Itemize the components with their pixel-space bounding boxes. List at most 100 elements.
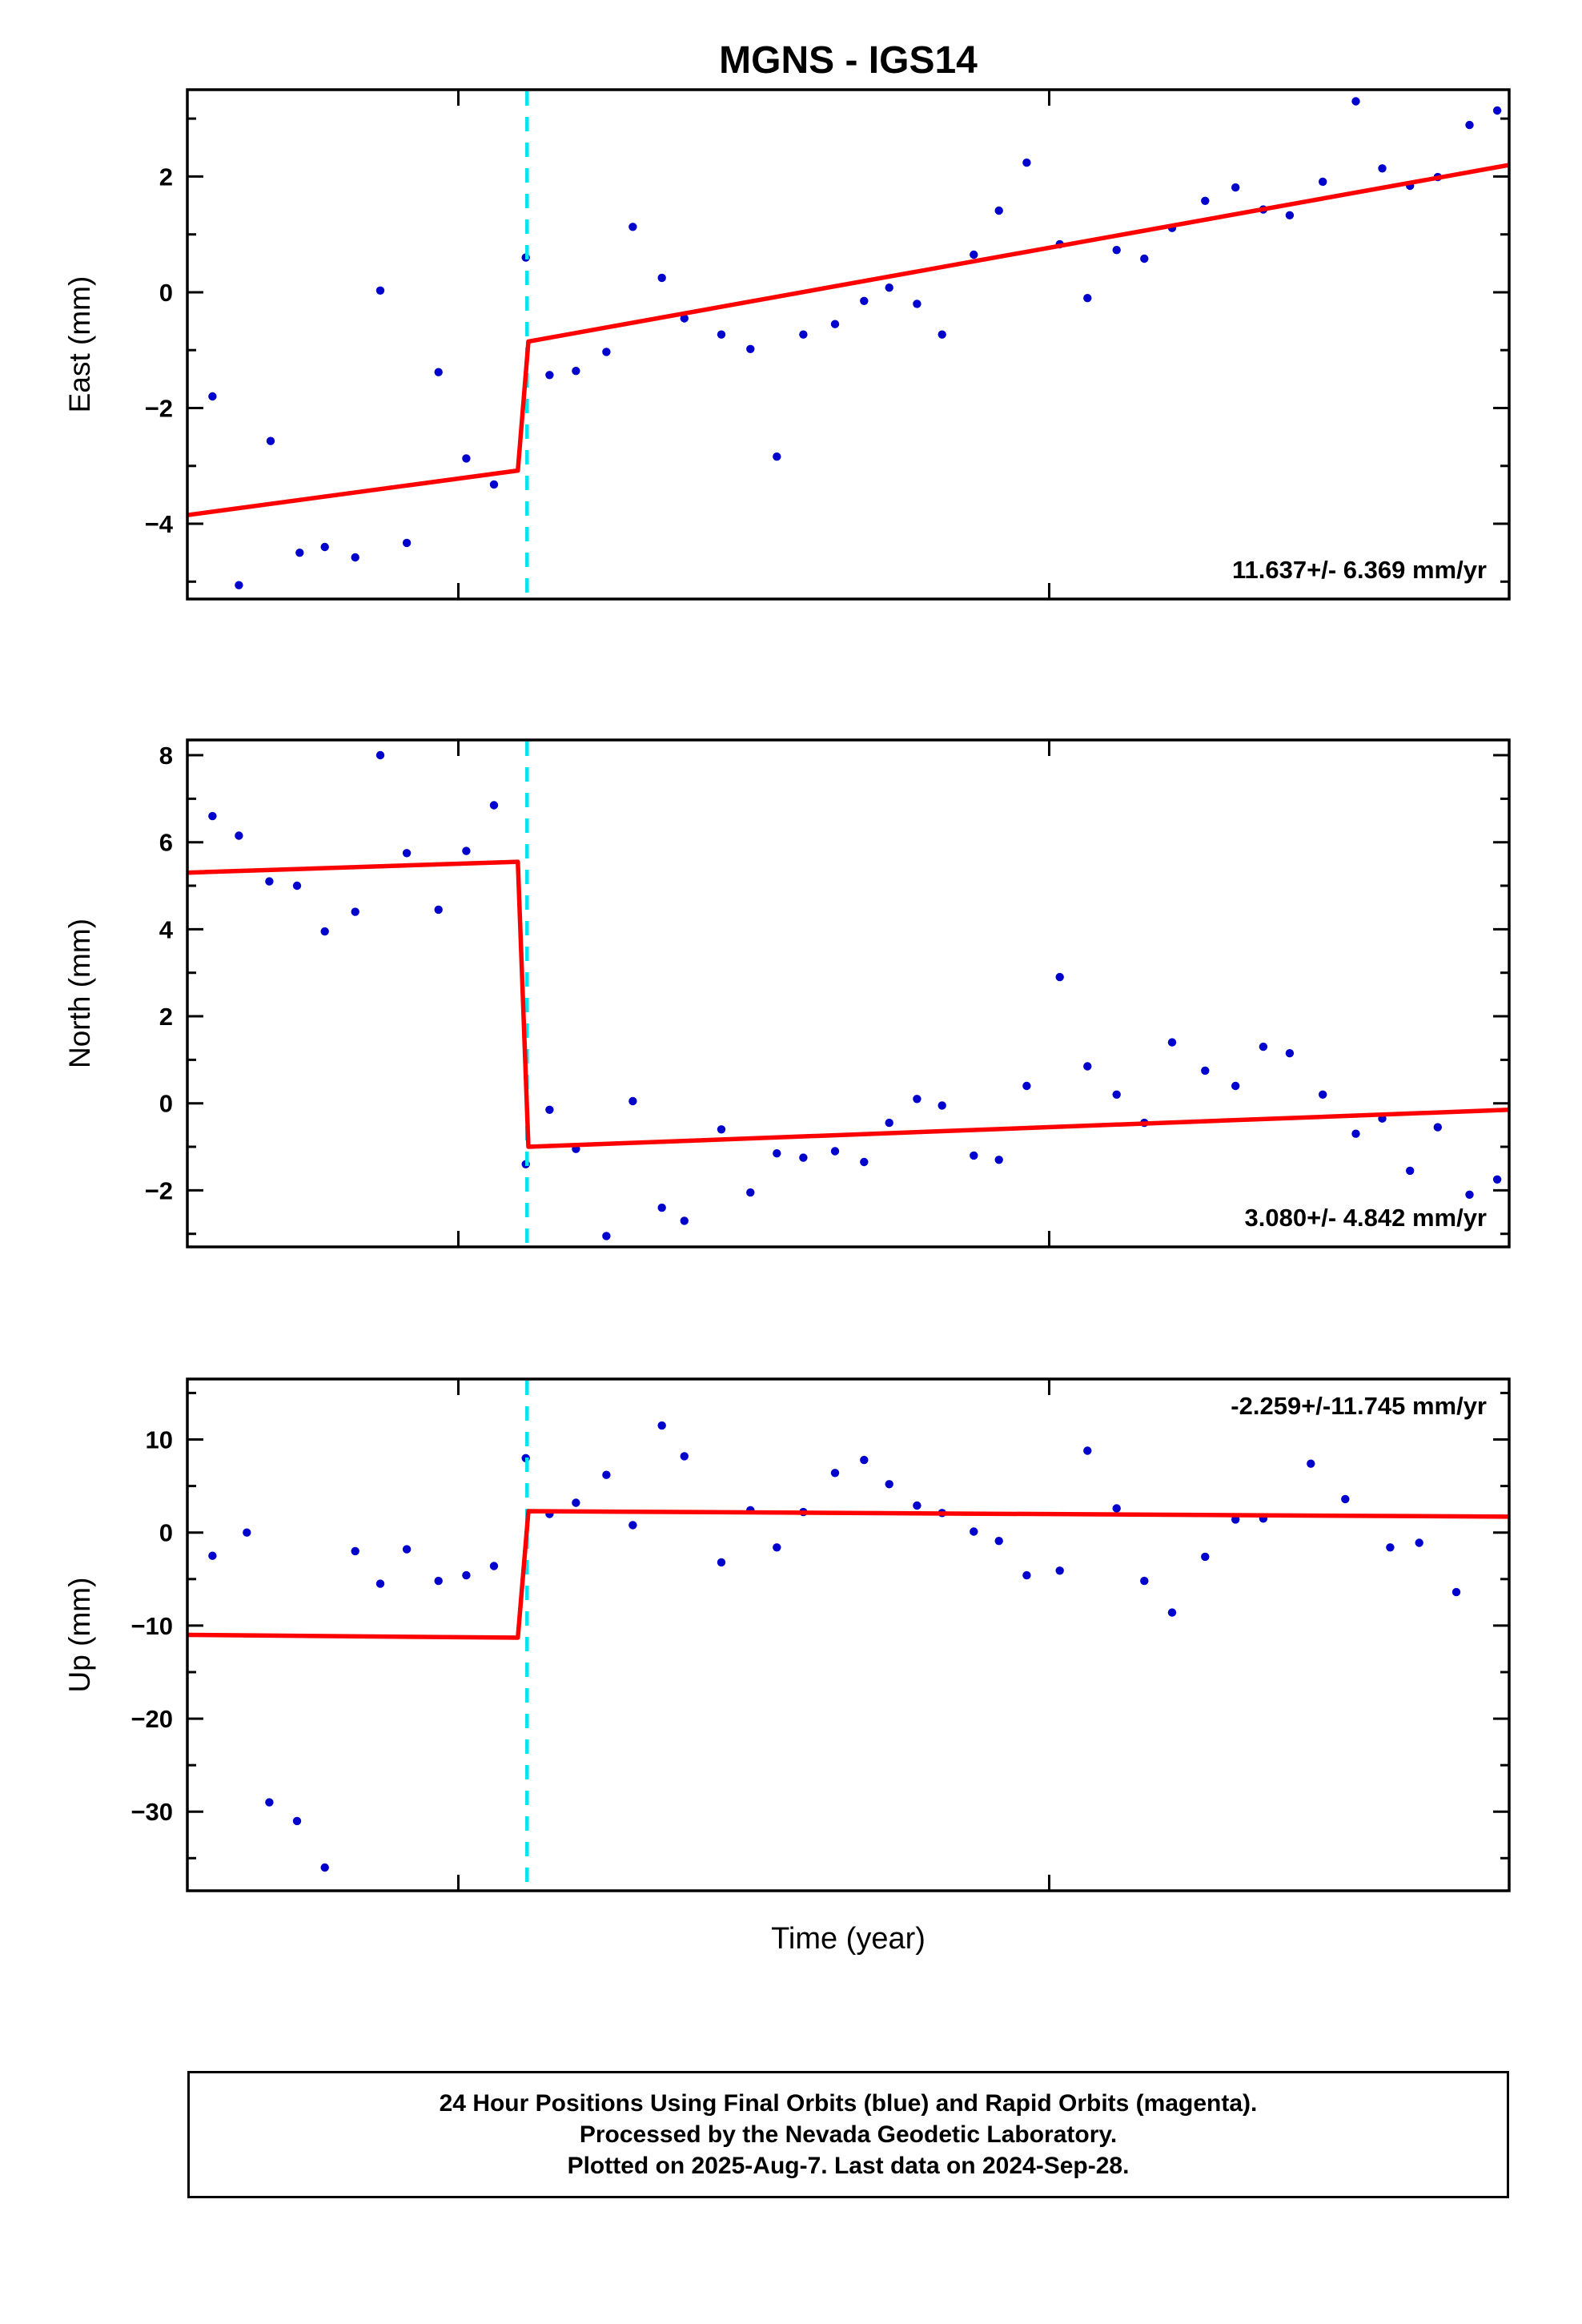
y-tick-label: 0 [159,1519,173,1547]
axis-tick-labels: −4 −2 0 2 [145,163,174,538]
data-point [402,538,412,548]
data-point [1022,1570,1031,1580]
data-point [746,1188,755,1197]
data-point [773,1543,781,1552]
data-point [1140,1576,1149,1586]
data-point [885,1118,893,1128]
data-point [266,436,275,445]
axis-ticks [187,1379,1509,1891]
north-panel: −2 0 2 4 6 8 North (mm) 3.080+/- 4.842 mm/yr [63,738,1511,1248]
data-point [1341,1494,1350,1504]
data-point [235,581,243,589]
data-point [1112,246,1121,255]
y-tick-label: −2 [145,1176,173,1204]
panel-frame [186,738,1511,1248]
data-point [1055,1566,1064,1575]
data-point [913,1095,921,1104]
data-point [602,1232,611,1240]
data-point [1285,1049,1295,1058]
data-point [1319,1090,1327,1100]
data-point [292,1816,302,1826]
data-point [602,348,611,356]
data-point [1231,1515,1240,1524]
panel-frame [186,1377,1511,1892]
data-point [1231,183,1240,192]
data-point [994,1156,1003,1164]
data-point [1378,164,1387,173]
data-point [860,1455,869,1465]
data-point [830,320,840,328]
data-point [938,1101,946,1110]
data-point [1201,196,1210,205]
data-point [602,1470,611,1479]
data-point [860,1157,869,1167]
data-point [243,1528,251,1537]
data-point [799,1153,808,1162]
data-point [1022,158,1031,167]
data-point [913,1501,921,1510]
data-point [402,1545,412,1554]
axis-ticks [187,740,1509,1247]
data-point [462,846,471,855]
data-point [489,801,499,810]
data-point [1433,1123,1443,1132]
data-point [1492,106,1502,115]
y-tick-label: 2 [159,163,173,191]
trend-line [187,1509,1510,1640]
data-point [545,1105,554,1115]
y-tick-label: −2 [145,395,173,423]
data-point [351,907,359,916]
data-point [265,877,274,886]
data-point [235,831,243,840]
data-point [628,1521,637,1530]
data-point [1319,177,1327,187]
data-point [375,750,385,760]
data-point [351,553,359,562]
y-tick-label: 8 [159,742,173,770]
data-point [434,1576,443,1586]
data-point [1307,1459,1315,1468]
y-axis-label: Up (mm) [63,1578,96,1693]
footer-line-3: Plotted on 2025-Aug-7. Last data on 2024… [567,2153,1130,2179]
y-tick-label: 4 [159,915,174,943]
data-point [572,367,580,376]
data-point [1406,1166,1415,1176]
data-point [1083,1062,1092,1071]
data-point [292,881,302,891]
y-tick-label: 0 [159,1090,173,1118]
y-tick-label: 0 [159,279,173,307]
x-axis-label: Time (year) [771,1922,926,1956]
data-point [1492,1175,1502,1184]
data-point [773,1149,781,1158]
data-point [208,1551,217,1560]
data-point [746,344,755,353]
y-tick-label: −4 [145,510,174,538]
data-point [434,905,443,915]
data-point [402,849,412,858]
data-point [970,250,978,259]
up-panel: −30 −20 −10 0 10 Up (mm) -2.259+/-11.745 mm/yr [63,1377,1511,1892]
data-point [1167,1608,1177,1617]
data-point [434,368,443,376]
data-point [1055,972,1064,982]
rate-annotation: 11.637+/- 6.369 mm/yr [1232,556,1487,584]
data-point [1201,1552,1210,1562]
data-point [680,1452,689,1461]
data-point [1112,1504,1121,1513]
data-point [489,1562,499,1570]
data-points [208,750,1502,1240]
axis-tick-labels: −30 −20 −10 0 10 [130,1426,173,1827]
page-title: MGNS - IGS14 [719,39,978,82]
data-point [628,1096,637,1106]
data-point [1022,1081,1031,1091]
data-points [208,1421,1461,1872]
data-point [799,330,808,339]
data-point [680,1216,689,1225]
data-point [628,223,637,231]
data-point [1386,1543,1395,1552]
data-point [860,296,869,305]
data-point [717,1125,726,1134]
data-point [1231,1081,1240,1091]
